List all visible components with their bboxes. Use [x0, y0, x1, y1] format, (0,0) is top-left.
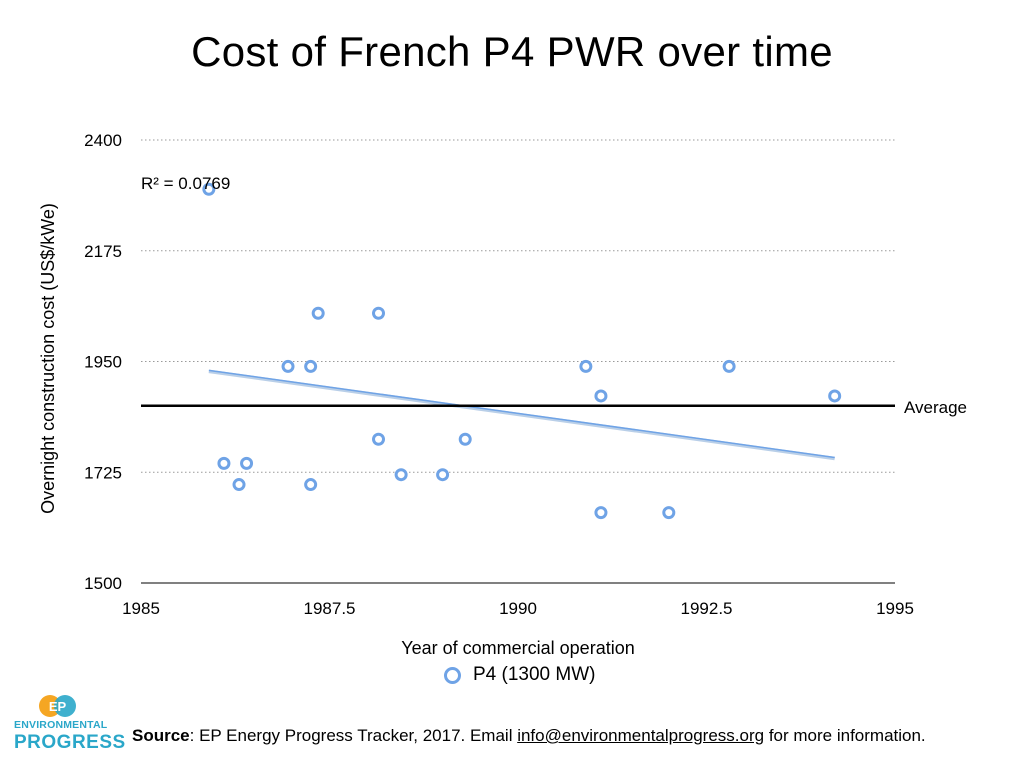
x-tick-label-1985: 1985	[122, 599, 160, 618]
environmental-progress-logo: EP ENVIRONMENTAL PROGRESS	[14, 694, 126, 754]
r-squared-label: R² = 0.0769	[141, 174, 230, 193]
data-point-19	[828, 389, 842, 403]
y-tick-label-1950: 1950	[84, 353, 122, 372]
data-point-6	[304, 359, 318, 373]
source-label: Source	[132, 726, 190, 745]
average-label: Average	[904, 398, 967, 417]
source-text: : EP Energy Progress Tracker, 2017. Emai…	[189, 726, 518, 745]
x-axis-ticks: 1985 1987.5 1990 1992.5 1995	[122, 599, 914, 618]
legend: P4 (1300 MW)	[444, 664, 595, 686]
logo-mark-text: EP	[49, 699, 67, 714]
data-point-7	[304, 478, 318, 492]
x-tick-label-1990: 1990	[499, 599, 537, 618]
logo-text-line2: PROGRESS	[14, 731, 126, 753]
data-point-11	[394, 468, 408, 482]
ep-logo-icon: EP	[39, 695, 76, 717]
data-point-2	[217, 456, 231, 470]
data-point-14	[579, 359, 593, 373]
x-tick-label-1995: 1995	[876, 599, 914, 618]
trendline-shadow	[208, 369, 835, 461]
logo-text-line1: ENVIRONMENTAL	[14, 719, 108, 731]
data-point-1	[202, 182, 216, 196]
data-point-4	[240, 456, 254, 470]
x-axis-label: Year of commercial operation	[401, 638, 634, 658]
source-text-after: for more information.	[764, 726, 926, 745]
data-point-3	[232, 478, 246, 492]
data-point-8	[311, 306, 325, 320]
y-tick-label-1500: 1500	[84, 574, 122, 593]
data-point-17	[662, 506, 676, 520]
y-tick-label-2175: 2175	[84, 242, 122, 261]
data-point-18	[722, 359, 736, 373]
legend-label: P4 (1300 MW)	[473, 664, 596, 685]
y-tick-label-1725: 1725	[84, 463, 122, 482]
data-point-15	[594, 389, 608, 403]
data-point-13	[458, 432, 472, 446]
legend-circle-icon	[444, 666, 461, 684]
data-point-5	[281, 359, 295, 373]
trendline-line	[208, 369, 835, 459]
x-tick-label-1987.5: 1987.5	[304, 599, 356, 618]
x-tick-label-1992.5: 1992.5	[681, 599, 733, 618]
y-axis-ticks: 1500 1725 1950 2175 2400	[84, 131, 122, 593]
data-point-9	[372, 306, 386, 320]
gridlines	[141, 139, 895, 473]
email-link[interactable]: info@environmentalprogress.org	[517, 726, 765, 745]
data-points	[202, 182, 842, 520]
trendline	[208, 369, 835, 461]
source-note: Source: EP Energy Progress Tracker, 2017…	[132, 726, 926, 746]
average-line-group: Average	[141, 398, 967, 417]
data-point-16	[594, 506, 608, 520]
y-axis-label: Overnight construction cost (US$/kWe)	[38, 203, 58, 514]
data-point-10	[372, 432, 386, 446]
data-point-12	[436, 468, 450, 482]
y-tick-label-2400: 2400	[84, 131, 122, 150]
chart-title: Cost of French P4 PWR over time	[191, 28, 833, 75]
